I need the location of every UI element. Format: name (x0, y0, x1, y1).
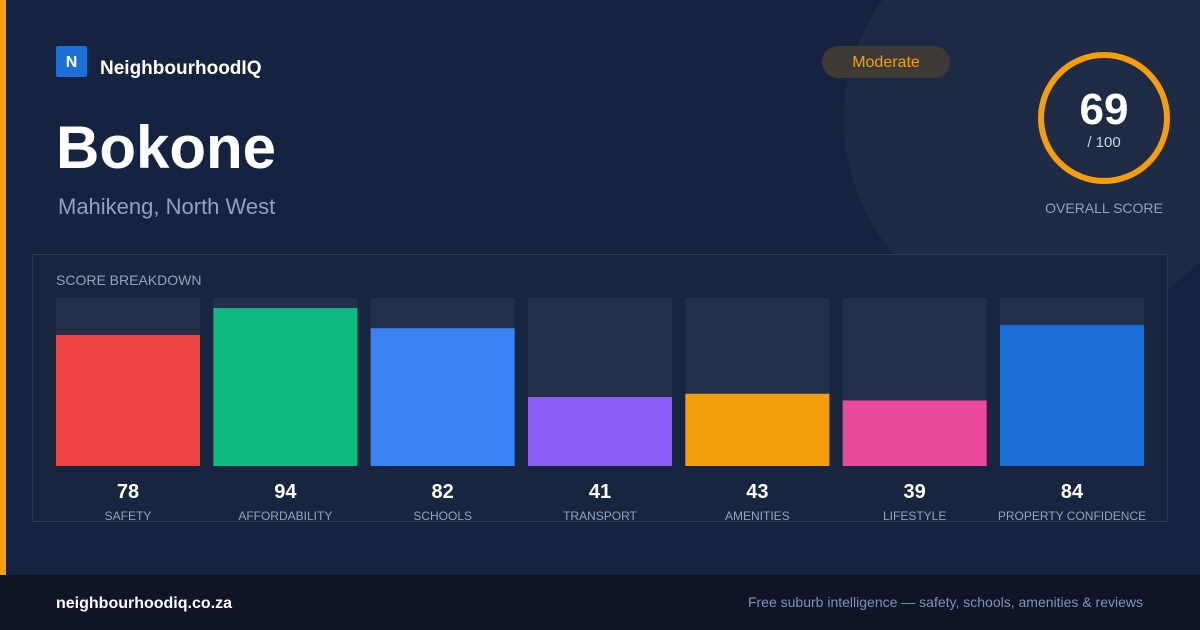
footer (0, 575, 1200, 630)
bar (370, 328, 515, 466)
chart-title: SCORE BREAKDOWN (56, 272, 201, 288)
bar (1000, 324, 1144, 466)
badge (822, 46, 950, 78)
category-label: TRANSPORT (563, 509, 637, 523)
title: Bokone (56, 114, 276, 181)
category-label: SCHOOLS (413, 509, 472, 523)
category-label: AMENITIES (725, 509, 790, 523)
accent-stripe (0, 0, 6, 575)
footer-tagline: Free suburb intelligence — safety, schoo… (748, 594, 1143, 610)
logo (56, 46, 87, 77)
category-label: SAFETY (105, 509, 152, 523)
value-label: 41 (589, 481, 611, 503)
value-label: 78 (117, 481, 139, 503)
category-label: PROPERTY CONFIDENCE (998, 509, 1146, 523)
value-label: 82 (432, 481, 454, 503)
logo-letter: N (66, 54, 78, 71)
subtitle: Mahikeng, North West (58, 194, 275, 219)
overall-max: / 100 (1087, 134, 1120, 151)
bar (842, 400, 987, 466)
overall-label: OVERALL SCORE (1045, 200, 1163, 216)
bar (528, 397, 672, 466)
value-label: 84 (1061, 481, 1084, 503)
bar (213, 308, 358, 466)
bar (685, 393, 830, 466)
value-label: 94 (274, 481, 297, 503)
badge-text: Moderate (852, 54, 920, 71)
bar (56, 334, 200, 466)
score-ring (1038, 52, 1170, 184)
bar-chart: 78 SAFETY 94 AFFORDABILITY 82 SCHOOLS 41 TRANSP… (56, 298, 1146, 523)
overall-score: 69 (1080, 85, 1129, 134)
value-label: 43 (746, 481, 768, 503)
footer-url: neighbourhoodiq.co.za (56, 595, 232, 612)
value-label: 39 (904, 481, 926, 503)
brand-name: NeighbourhoodIQ (100, 58, 261, 79)
category-label: AFFORDABILITY (238, 509, 332, 523)
category-label: LIFESTYLE (883, 509, 946, 523)
score-ring-bg (1027, 41, 1181, 195)
